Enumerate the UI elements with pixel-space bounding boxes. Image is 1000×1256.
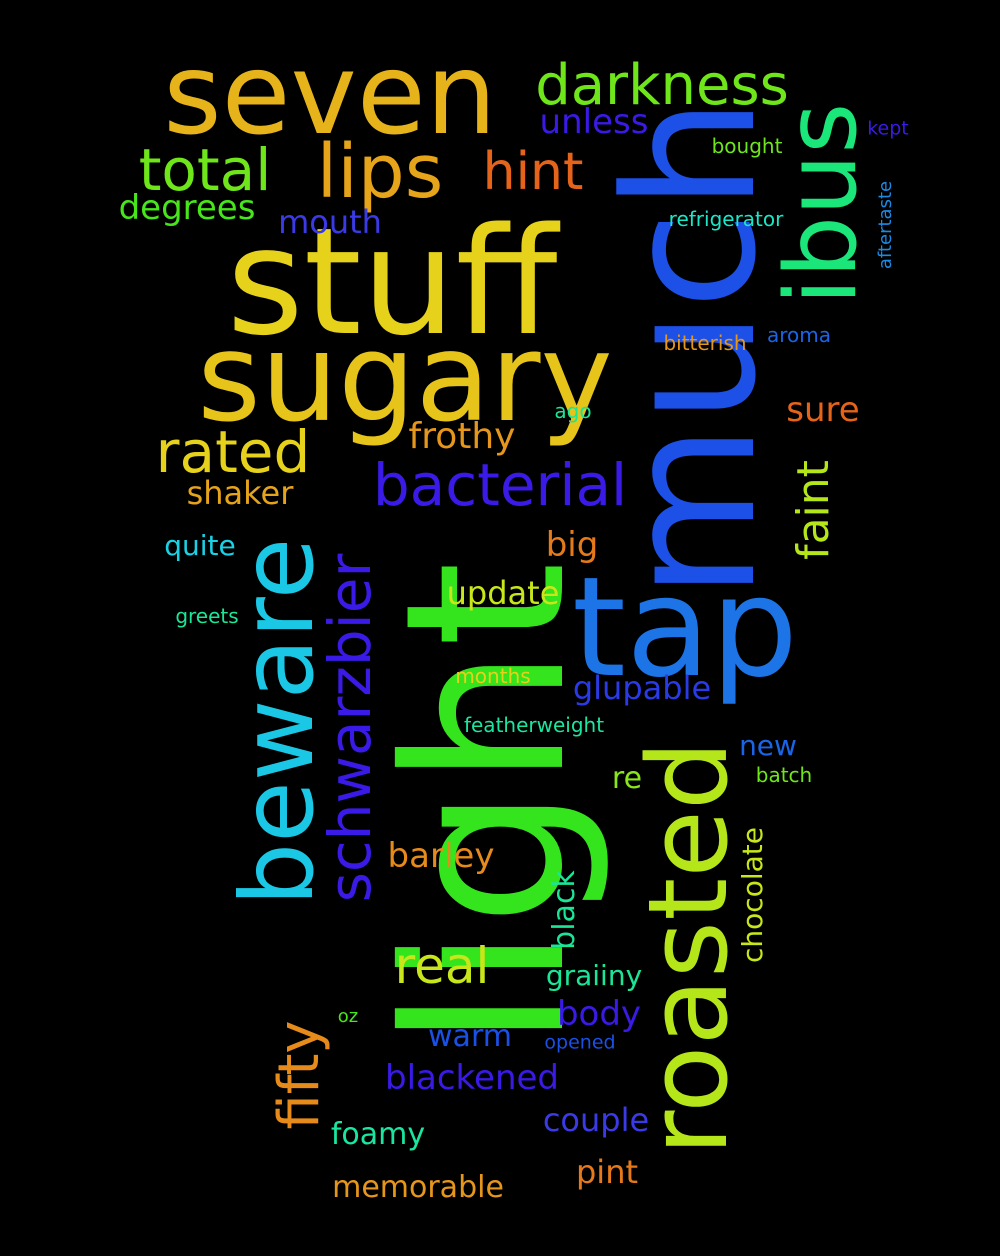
word-opened: opened [544,1031,616,1054]
word-hint: hint [482,142,584,202]
word-stuff: stuff [226,196,558,368]
word-fifty: fifty [267,1020,332,1130]
word-foamy: foamy [330,1117,426,1152]
word-aftertaste: aftertaste [875,180,896,270]
word-memorable: memorable [332,1170,504,1205]
word-shaker: shaker [186,474,294,512]
word-blackened: blackened [384,1058,560,1098]
word-bought: bought [711,134,783,158]
word-refrigerator: refrigerator [668,207,784,231]
word-pint: pint [575,1153,639,1191]
word-glupable: glupable [572,669,712,707]
word-batch: batch [755,763,813,787]
word-sugary: sugary [197,307,613,449]
word-rated: rated [155,418,311,486]
word-lips: lips [316,129,444,215]
word-body: body [556,994,642,1034]
word-real: real [394,937,490,995]
word-graiiny: graiiny [545,959,643,992]
word-roasted: roasted [624,740,752,1156]
word-degrees: degrees [118,188,256,228]
word-sure: sure [786,390,860,430]
word-chocolate: chocolate [736,827,769,963]
word-kept: kept [867,117,909,140]
word-quite: quite [164,529,236,562]
word-mouth: mouth [278,203,382,241]
word-tap: tap [571,547,799,708]
word-barley: barley [387,836,495,876]
word-big: big [545,525,599,565]
word-total: total [138,136,272,204]
word-couple: couple [542,1101,650,1139]
word-aroma: aroma [766,323,832,347]
word-new: new [739,729,797,762]
word-bacterial: bacterial [372,451,628,519]
word-ibus: ibus [765,102,879,306]
word-faint: faint [788,460,839,560]
word-bitterish: bitterish [663,331,747,355]
word-schwarzbier: schwarzbier [316,553,384,903]
word-months: months [455,664,531,688]
word-featherweight: featherweight [463,713,605,737]
word-greets: greets [175,604,239,628]
word-beware: beware [219,537,336,907]
word-frothy: frothy [408,416,516,457]
word-update: update [446,574,560,612]
word-black: black [547,870,582,950]
word-seven: seven [163,30,497,160]
word-re: re [611,761,643,796]
word-darkness: darkness [535,53,789,118]
word-oz: oz [337,1006,359,1027]
word-unless: unless [539,102,649,142]
word-warm: warm [428,1019,512,1054]
word-ago: ago [554,399,592,423]
